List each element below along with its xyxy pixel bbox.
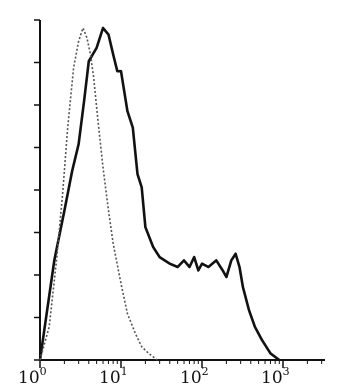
x-tick-label: 101 bbox=[99, 365, 128, 388]
x-tick-label: 100 bbox=[18, 365, 47, 388]
x-tick-label-exponent: 3 bbox=[283, 365, 290, 378]
x-axis-tick-labels: 100 101 102 103 bbox=[18, 365, 290, 388]
x-tick-label-base: 10 bbox=[18, 368, 40, 388]
y-axis-ticks bbox=[34, 19, 40, 361]
x-tick-label: 102 bbox=[180, 365, 209, 388]
axes bbox=[34, 19, 325, 368]
x-tick-label-exponent: 2 bbox=[202, 365, 209, 378]
x-tick-label-base: 10 bbox=[99, 368, 121, 388]
x-tick-label-base: 10 bbox=[180, 368, 202, 388]
x-tick-label-exponent: 1 bbox=[121, 365, 128, 378]
x-axis-minor-ticks bbox=[63, 360, 323, 364]
series-solid-line bbox=[38, 26, 281, 362]
x-tick-label-base: 10 bbox=[261, 368, 283, 388]
x-tick-label-exponent: 0 bbox=[40, 365, 47, 378]
series-layer bbox=[38, 26, 281, 362]
x-tick-label: 103 bbox=[261, 365, 290, 388]
x-axis-ticks bbox=[39, 360, 284, 368]
series-dotted-line bbox=[39, 27, 158, 361]
